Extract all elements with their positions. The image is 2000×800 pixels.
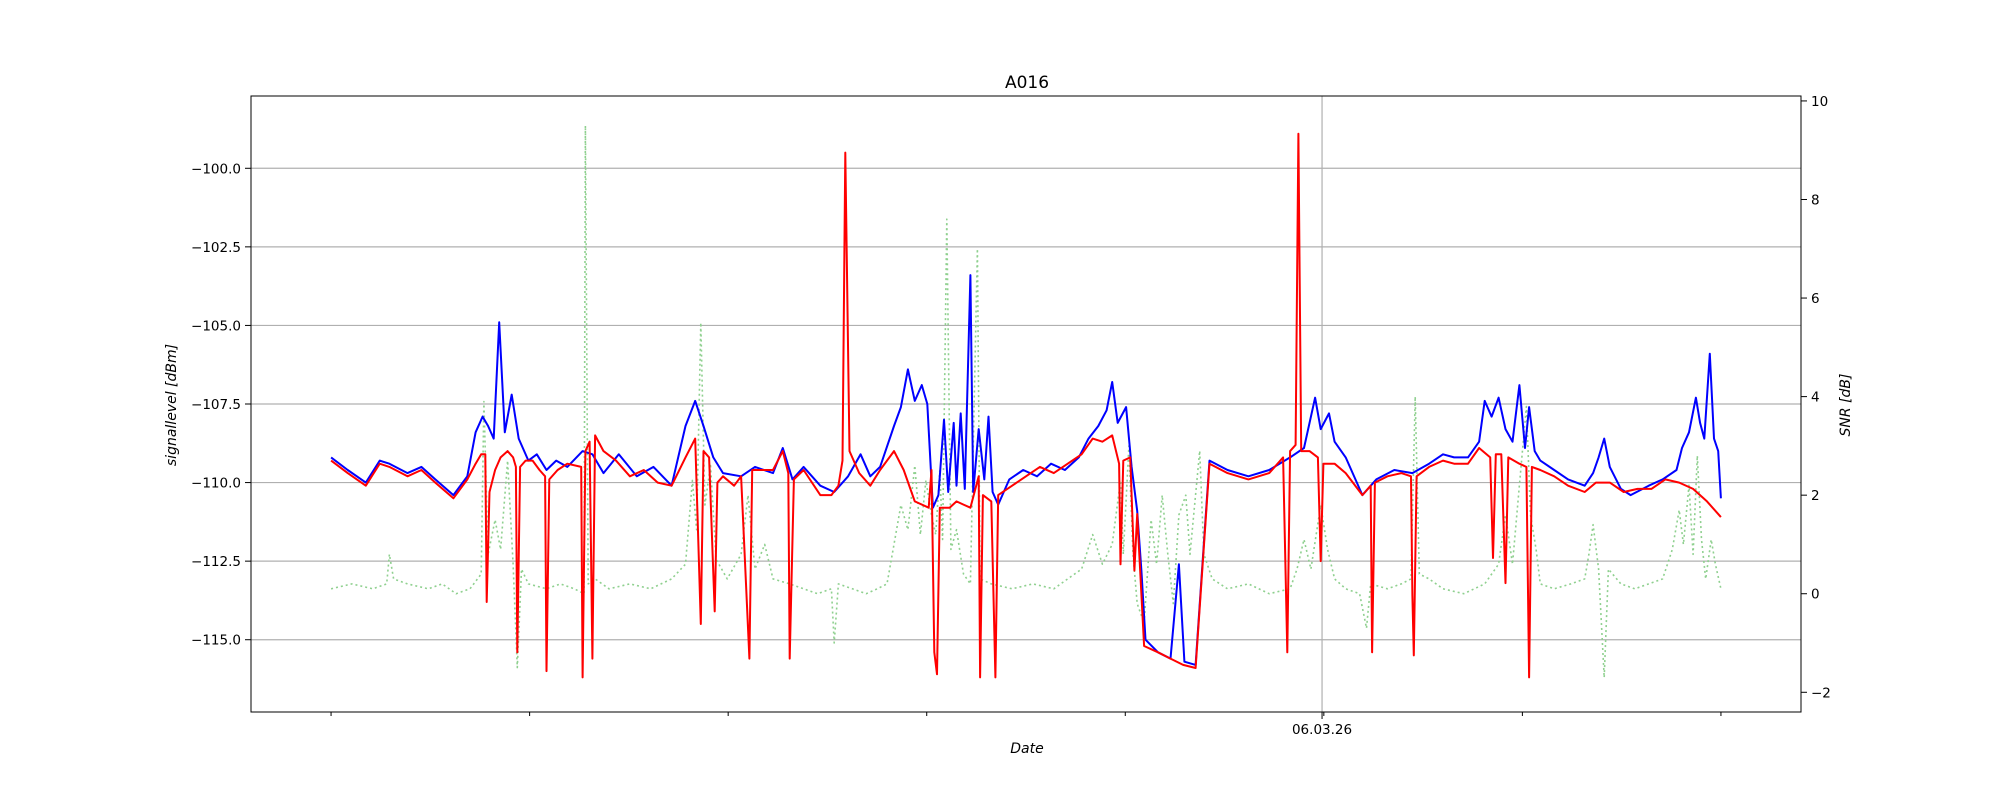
series-line-snr (330, 124, 1722, 679)
y-tick-label: −115.0 (191, 633, 241, 649)
axes: −100.0 −102.5 −105.0 −107.5 −110.0 −112.5 −115… (191, 94, 1831, 738)
x-tick-label: 06.03.26 (1292, 722, 1352, 738)
y2-axis-label: SNR [dB] (1838, 374, 1854, 437)
plot-frame (250, 95, 1802, 713)
series-line-red (330, 132, 1722, 679)
y2-tick-label: 10 (1811, 94, 1828, 110)
y-axis-label: signallevel [dBm] (164, 344, 180, 466)
y2-tick-label: 6 (1811, 291, 1820, 307)
y2-tick-label: 0 (1811, 587, 1820, 603)
y-tick-label: −112.5 (191, 554, 241, 570)
y2-tick-label: −2 (1811, 685, 1831, 701)
y-tick-label: −107.5 (191, 397, 241, 413)
plot-series (330, 124, 1722, 679)
y-tick-label: −110.0 (191, 476, 241, 492)
y-tick-label: −100.0 (191, 161, 241, 177)
y-tick-label: −102.5 (191, 240, 241, 256)
chart-title: A016 (1005, 73, 1049, 93)
y-tick-label: −105.0 (191, 318, 241, 334)
y2-tick-label: 8 (1811, 192, 1820, 208)
y2-tick-label: 2 (1811, 488, 1820, 504)
x-axis-label: Date (1010, 741, 1043, 757)
y2-tick-label: 4 (1811, 390, 1820, 406)
